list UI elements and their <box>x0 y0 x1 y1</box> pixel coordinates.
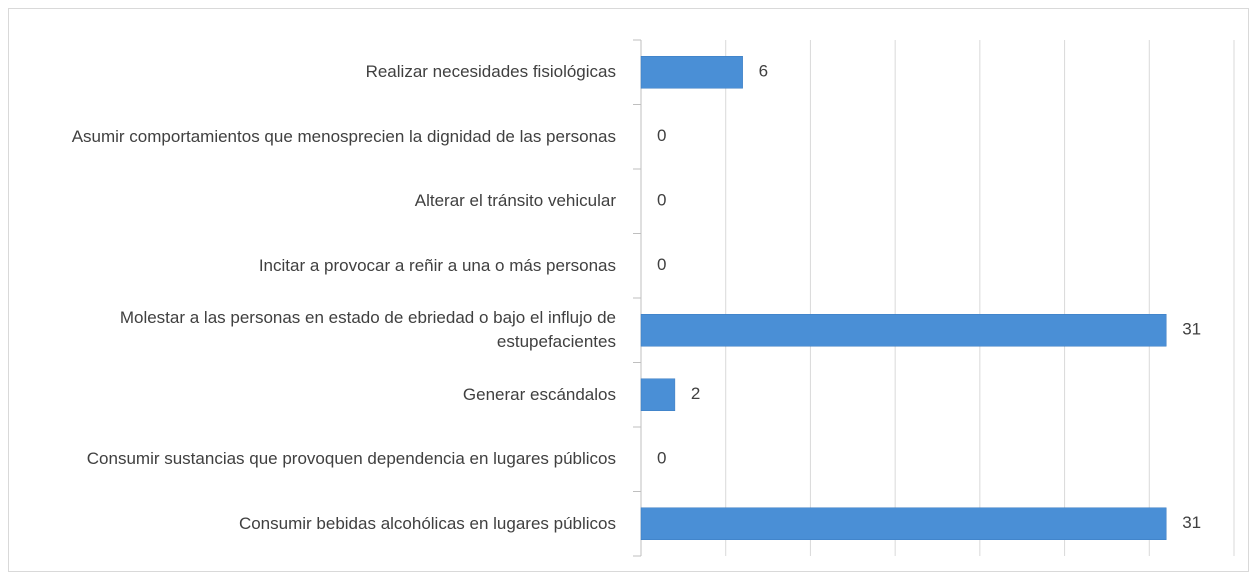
bar <box>640 56 743 89</box>
y-tick-label: Generar escándalos <box>462 384 616 404</box>
data-label: 31 <box>1182 513 1201 532</box>
chart-frame <box>8 8 1249 572</box>
y-tick-label: Incitar a provocar a reñir a una o más p… <box>258 255 616 275</box>
y-tick-label: Asumir comportamientos que menosprecien … <box>71 126 616 146</box>
data-label: 0 <box>657 126 666 145</box>
data-label: 6 <box>759 62 768 81</box>
data-label: 0 <box>657 191 666 210</box>
y-tick-label: Realizar necesidades fisiológicas <box>365 62 616 82</box>
y-tick-label: Consumir bebidas alcohólicas en lugares … <box>238 513 616 533</box>
y-tick-label: Molestar a las personas en estado de ebr… <box>119 308 616 352</box>
bar <box>640 507 1167 540</box>
data-label: 31 <box>1182 320 1201 339</box>
data-label: 0 <box>657 449 666 468</box>
bar <box>640 378 676 411</box>
data-label: 2 <box>691 384 700 403</box>
y-tick-label: Alterar el tránsito vehicular <box>414 191 616 211</box>
bar <box>640 314 1167 347</box>
data-label: 0 <box>657 255 666 274</box>
y-tick-label: Consumir sustancias que provoquen depend… <box>86 449 616 469</box>
